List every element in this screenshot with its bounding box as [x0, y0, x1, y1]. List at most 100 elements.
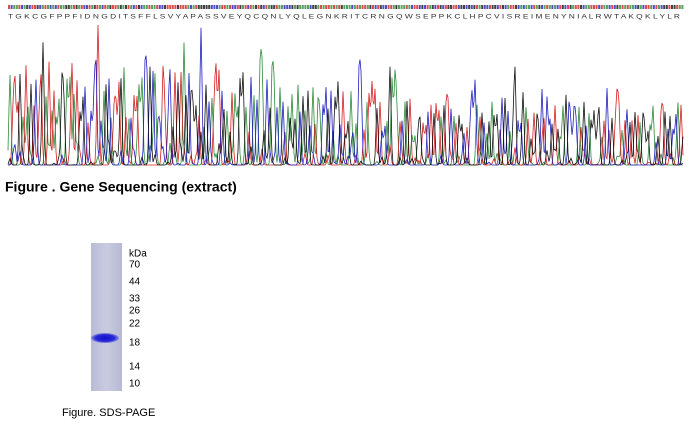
base [52, 5, 55, 9]
base [634, 5, 637, 9]
base [639, 5, 642, 9]
base [437, 5, 439, 9]
base [489, 5, 491, 9]
base [346, 5, 348, 9]
base [548, 5, 551, 9]
base [10, 5, 13, 9]
base [455, 5, 458, 9]
base [221, 5, 224, 9]
base [156, 5, 159, 9]
base [483, 5, 486, 9]
base [140, 5, 143, 9]
base [676, 5, 679, 9]
base [530, 5, 533, 9]
base [182, 5, 185, 9]
base [169, 5, 172, 9]
base [197, 5, 200, 9]
base [593, 5, 595, 9]
base [70, 5, 73, 9]
base [600, 5, 603, 9]
base [91, 5, 94, 9]
marker-label: 18 [129, 338, 141, 349]
marker-label: 33 [129, 294, 141, 305]
base [330, 5, 333, 9]
protein-band [91, 333, 119, 343]
base [426, 5, 429, 9]
base [57, 5, 60, 9]
marker-label: 44 [129, 277, 141, 288]
base [327, 5, 330, 9]
base [457, 5, 460, 9]
base [179, 5, 182, 9]
base [372, 5, 374, 9]
base [624, 5, 627, 9]
base [340, 5, 343, 9]
base [494, 5, 497, 9]
base [364, 5, 367, 9]
base [473, 5, 476, 9]
base [470, 5, 473, 9]
base [621, 5, 624, 9]
base [642, 5, 645, 9]
base [96, 5, 99, 9]
base [611, 5, 614, 9]
base [665, 5, 668, 9]
base [535, 5, 538, 9]
base [348, 5, 351, 9]
base [444, 5, 447, 9]
base [434, 5, 437, 9]
base [325, 5, 328, 9]
base [299, 5, 302, 9]
dna-sequence-strip [8, 5, 684, 9]
base [554, 5, 556, 9]
base [572, 5, 575, 9]
base [645, 5, 647, 9]
base [491, 5, 494, 9]
base [509, 5, 512, 9]
base [585, 5, 588, 9]
base [15, 5, 18, 9]
base [255, 5, 257, 9]
base [356, 5, 359, 9]
base [49, 5, 52, 9]
base [551, 5, 554, 9]
base [382, 5, 385, 9]
base [244, 5, 247, 9]
base [288, 5, 291, 9]
base [338, 5, 341, 9]
base [210, 5, 213, 9]
base [307, 5, 309, 9]
base [556, 5, 559, 9]
base [320, 5, 322, 9]
base [512, 5, 515, 9]
base [60, 5, 62, 9]
figure-caption: Figure. SDS-PAGE [62, 407, 155, 419]
base [502, 5, 504, 9]
base [418, 5, 421, 9]
base [671, 5, 673, 9]
base [395, 5, 398, 9]
base [650, 5, 653, 9]
base [429, 5, 432, 9]
base [569, 5, 572, 9]
base [465, 5, 468, 9]
base [619, 5, 621, 9]
base [260, 5, 263, 9]
base [379, 5, 382, 9]
base [208, 5, 211, 9]
base [41, 5, 44, 9]
base [65, 5, 68, 9]
base [187, 5, 190, 9]
base [678, 5, 681, 9]
base [99, 5, 101, 9]
base [213, 5, 216, 9]
base [673, 5, 676, 9]
figure-caption: Figure . Gene Sequencing (extract) [5, 179, 237, 195]
base [632, 5, 634, 9]
base [114, 5, 117, 9]
base [200, 5, 203, 9]
base [390, 5, 393, 9]
base [190, 5, 192, 9]
